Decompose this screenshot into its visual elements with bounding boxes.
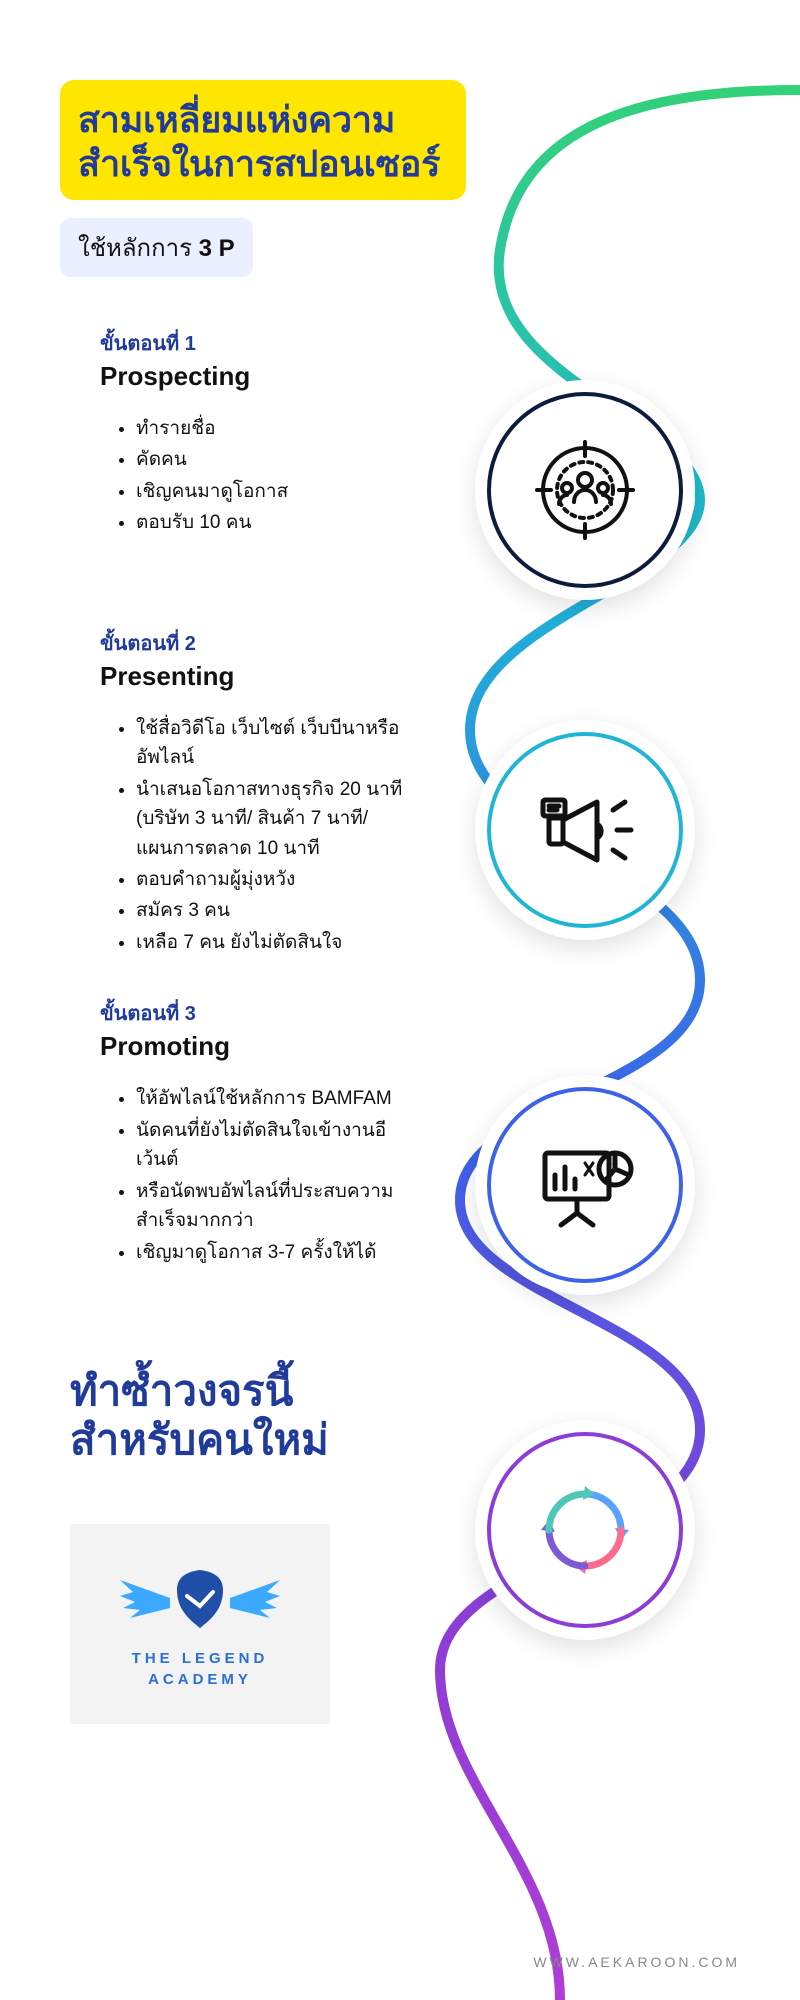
main-title: สามเหลี่ยมแห่งความ สำเร็จในการสปอนเซอร์ xyxy=(60,80,740,200)
cycle-arrows-icon xyxy=(535,1480,635,1580)
subtitle: ใช้หลักการ 3 P xyxy=(60,218,740,277)
logo: THE LEGEND ACADEMY xyxy=(70,1524,330,1724)
step-3: ขั้นตอนที่ 3 Promoting ให้อัพไลน์ใช้หลัก… xyxy=(60,997,400,1327)
step-2-title: Presenting xyxy=(100,661,420,692)
subtitle-prefix: ใช้หลักการ xyxy=(78,235,199,262)
step-1-list: ทำรายชื่อ คัดคน เชิญคนมาดูโอกาส ตอบรับ 1… xyxy=(100,414,420,538)
list-item: ตอบรับ 10 คน xyxy=(136,508,420,537)
step-1: ขั้นตอนที่ 1 Prospecting ทำรายชื่อ คัดคน… xyxy=(60,327,420,587)
step-1-title: Prospecting xyxy=(100,361,420,392)
list-item: ใช้สื่อวิดีโอ เว็บไซต์ เว็บบีนาหรืออัพไล… xyxy=(136,714,420,773)
svg-text:$: $ xyxy=(612,1157,618,1168)
list-item: คัดคน xyxy=(136,445,420,474)
prospecting-badge xyxy=(475,380,695,600)
footer-url: WWW.AEKAROON.COM xyxy=(533,1954,740,1970)
cycle-badge xyxy=(475,1420,695,1640)
step-3-list: ให้อัพไลน์ใช้หลักการ BAMFAM นัดคนที่ยังไ… xyxy=(100,1084,400,1267)
conclusion-line2: สำหรับคนใหม่ xyxy=(70,1416,329,1463)
conclusion-line1: ทำซ้ำวงจรนี้ xyxy=(70,1367,293,1414)
list-item: เหลือ 7 คน ยังไม่ตัดสินใจ xyxy=(136,928,420,957)
list-item: นัดคนที่ยังไม่ตัดสินใจเข้างานอีเว้นต์ xyxy=(136,1116,400,1175)
list-item: เชิญคนมาดูโอกาส xyxy=(136,477,420,506)
subtitle-bold: 3 P xyxy=(199,235,235,262)
step-3-title: Promoting xyxy=(100,1031,400,1062)
step-1-label: ขั้นตอนที่ 1 xyxy=(100,327,420,359)
list-item: ตอบคำถามผู้มุ่งหวัง xyxy=(136,865,420,894)
list-item: สมัคร 3 คน xyxy=(136,896,420,925)
title-line2: สำเร็จในการสปอนเซอร์ xyxy=(78,143,440,184)
step-3-label: ขั้นตอนที่ 3 xyxy=(100,997,400,1029)
promoting-badge: $ xyxy=(475,1075,695,1295)
megaphone-icon xyxy=(535,780,635,880)
step-2-list: ใช้สื่อวิดีโอ เว็บไซต์ เว็บบีนาหรืออัพไล… xyxy=(100,714,420,958)
title-line1: สามเหลี่ยมแห่งความ xyxy=(78,99,395,140)
target-people-icon xyxy=(535,440,635,540)
list-item: หรือนัดพบอัพไลน์ที่ประสบความสำเร็จมากกว่… xyxy=(136,1177,400,1236)
presenting-badge xyxy=(475,720,695,940)
infographic-canvas: $ สามเหลี่ยมแห่งความ สำเร็จในการสปอนเซอร… xyxy=(0,0,800,2000)
list-item: นำเสนอโอกาสทางธุรกิจ 20 นาที (บริษัท 3 น… xyxy=(136,775,420,863)
step-2-label: ขั้นตอนที่ 2 xyxy=(100,627,420,659)
step-2: ขั้นตอนที่ 2 Presenting ใช้สื่อวิดีโอ เว… xyxy=(60,627,420,958)
logo-text: THE LEGEND ACADEMY xyxy=(132,1648,269,1690)
logo-emblem-icon xyxy=(115,1558,285,1638)
chart-board-icon: $ xyxy=(535,1135,635,1235)
list-item: เชิญมาดูโอกาส 3-7 ครั้งให้ได้ xyxy=(136,1238,400,1267)
list-item: ทำรายชื่อ xyxy=(136,414,420,443)
list-item: ให้อัพไลน์ใช้หลักการ BAMFAM xyxy=(136,1084,400,1113)
